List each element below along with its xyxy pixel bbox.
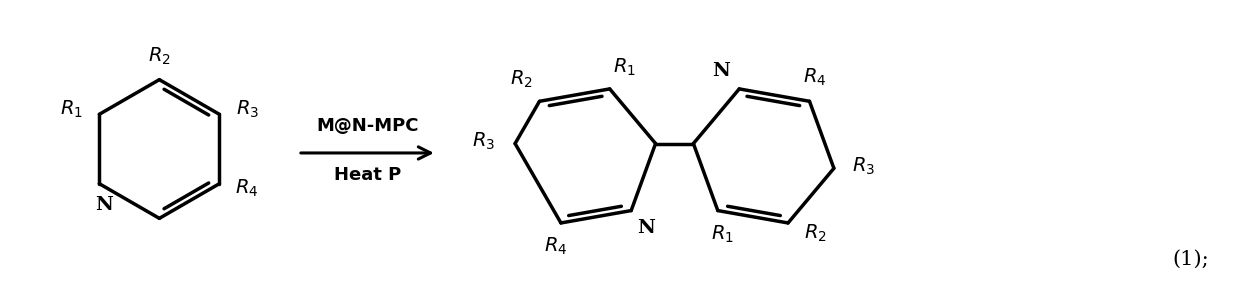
Text: $R_1$: $R_1$: [613, 56, 636, 78]
Text: $R_3$: $R_3$: [236, 99, 259, 120]
Text: $R_2$: $R_2$: [148, 45, 171, 66]
Text: $R_4$: $R_4$: [802, 67, 826, 88]
Text: $R_4$: $R_4$: [236, 178, 259, 199]
Text: M@N-MPC: M@N-MPC: [316, 117, 419, 135]
Text: (1);: (1);: [1173, 249, 1209, 268]
Text: $R_1$: $R_1$: [712, 224, 734, 245]
Text: N: N: [713, 62, 730, 80]
Text: $R_2$: $R_2$: [510, 69, 533, 90]
Text: $R_3$: $R_3$: [472, 131, 495, 152]
Text: $R_4$: $R_4$: [544, 236, 568, 257]
Text: N: N: [95, 196, 113, 215]
Text: $R_3$: $R_3$: [852, 156, 875, 177]
Text: N: N: [637, 219, 655, 238]
Text: $R_2$: $R_2$: [805, 222, 827, 243]
Text: $R_1$: $R_1$: [60, 99, 83, 120]
Text: Heat P: Heat P: [334, 166, 401, 184]
